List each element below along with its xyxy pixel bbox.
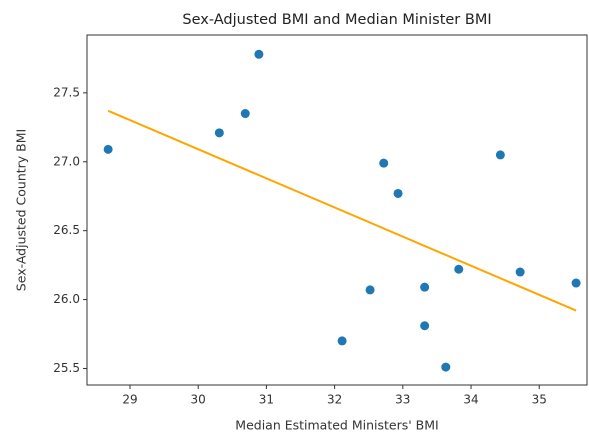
scatter-point bbox=[240, 109, 250, 119]
scatter-point bbox=[337, 336, 347, 346]
y-tick-label: 27.5 bbox=[53, 85, 80, 99]
scatter-point bbox=[393, 188, 403, 198]
scatter-point bbox=[454, 264, 464, 274]
scatter-point bbox=[254, 49, 264, 59]
y-tick-label: 27.0 bbox=[53, 154, 80, 168]
x-tick-label: 35 bbox=[532, 393, 547, 407]
x-axis-label: Median Estimated Ministers' BMI bbox=[235, 418, 438, 433]
scatter-point bbox=[515, 267, 525, 277]
scatter-point bbox=[365, 285, 375, 295]
y-tick-label: 26.5 bbox=[53, 223, 80, 237]
chart-title: Sex-Adjusted BMI and Median Minister BMI bbox=[182, 12, 491, 28]
x-tick-label: 34 bbox=[463, 393, 478, 407]
x-tick-label: 29 bbox=[122, 393, 137, 407]
scatter-point bbox=[495, 150, 505, 160]
x-tick-label: 32 bbox=[327, 393, 342, 407]
x-tick-label: 33 bbox=[395, 393, 410, 407]
scatter-point bbox=[441, 362, 451, 372]
scatter-point bbox=[214, 128, 224, 138]
plot-frame bbox=[86, 34, 588, 386]
scatter-point bbox=[103, 144, 113, 154]
x-tick-label: 31 bbox=[259, 393, 274, 407]
x-tick-label: 30 bbox=[191, 393, 206, 407]
y-axis-label: Sex-Adjusted Country BMI bbox=[14, 129, 29, 291]
scatter-point bbox=[420, 282, 430, 292]
y-tick-label: 25.5 bbox=[53, 361, 80, 375]
scatter-point bbox=[420, 321, 430, 331]
scatter-point bbox=[379, 158, 389, 168]
scatter-point bbox=[571, 278, 581, 288]
y-tick-label: 26.0 bbox=[53, 292, 80, 306]
trend-line bbox=[107, 109, 577, 312]
